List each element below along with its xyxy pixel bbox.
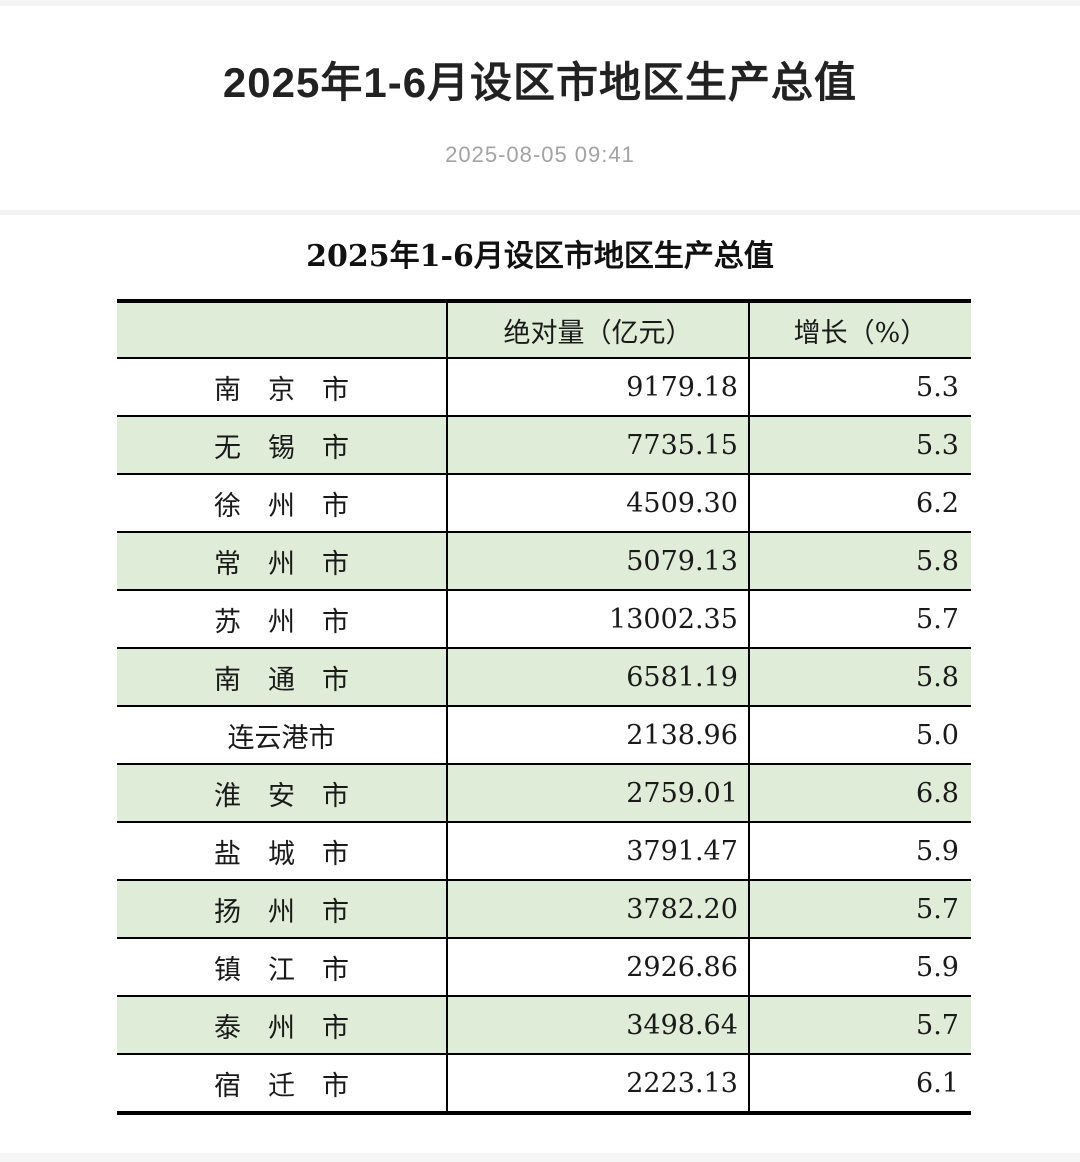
- table-header-row: 绝对量（亿元） 增长（%）: [117, 301, 971, 359]
- city-cell: 苏 州 市: [117, 590, 449, 649]
- table-row: 淮 安 市 2759.01 6.8: [117, 764, 971, 823]
- city-cell: 淮 安 市: [117, 764, 449, 823]
- city-cell: 南 通 市: [117, 648, 449, 707]
- city-cell: 徐 州 市: [117, 474, 449, 533]
- absolute-value-cell: 13002.35: [447, 590, 750, 649]
- growth-cell: 5.3: [916, 371, 959, 403]
- table-row: 扬 州 市 3782.20 5.7: [117, 880, 971, 939]
- absolute-value-cell: 2926.86: [447, 938, 750, 997]
- bottom-strip: [0, 1153, 1080, 1162]
- absolute-value-cell: 3498.64: [447, 996, 750, 1055]
- city-cell: 扬 州 市: [117, 880, 449, 939]
- city-cell: 连云港市: [117, 706, 449, 765]
- growth-cell: 6.8: [916, 777, 959, 809]
- city-cell: 南 京 市: [117, 358, 449, 417]
- growth-cell: 5.7: [916, 893, 959, 925]
- absolute-value-cell: 2223.13: [447, 1054, 750, 1114]
- growth-cell: 5.7: [916, 1009, 959, 1041]
- article-header: 2025年1-6月设区市地区生产总值 2025-08-05 09:41: [0, 6, 1080, 211]
- header-absolute-value: 绝对量（亿元）: [447, 301, 750, 359]
- content: 2025年1-6月设区市地区生产总值 绝对量（亿元） 增长（%） 南 京 市 91…: [0, 215, 1080, 1154]
- table-row: 无 锡 市 7735.15 5.3: [117, 416, 971, 475]
- publish-date: 2025-08-05 09:41: [445, 142, 635, 168]
- city-cell: 镇 江 市: [117, 938, 449, 997]
- absolute-value-cell: 9179.18: [447, 358, 750, 417]
- growth-cell: 6.2: [916, 487, 959, 519]
- city-cell: 宿 迁 市: [117, 1054, 449, 1114]
- city-cell: 无 锡 市: [117, 416, 449, 475]
- table-row: 泰 州 市 3498.64 5.7: [117, 996, 971, 1055]
- absolute-value-cell: 6581.19: [447, 648, 750, 707]
- header-growth: 增长（%）: [793, 317, 928, 349]
- growth-cell: 5.3: [916, 429, 959, 461]
- growth-cell: 5.9: [916, 951, 959, 983]
- table-title: 2025年1-6月设区市地区生产总值: [306, 239, 774, 275]
- table-row: 连云港市 2138.96 5.0: [117, 706, 971, 765]
- page-title: 2025年1-6月设区市地区生产总值: [222, 59, 858, 106]
- growth-cell: 5.9: [916, 835, 959, 867]
- growth-cell: 5.8: [916, 545, 959, 577]
- header-city-column: [117, 301, 449, 359]
- city-cell: 常 州 市: [117, 532, 449, 591]
- top-strip: [0, 0, 1080, 6]
- absolute-value-cell: 7735.15: [447, 416, 750, 475]
- growth-cell: 6.1: [916, 1067, 959, 1099]
- absolute-value-cell: 2759.01: [447, 764, 750, 823]
- table-row: 常 州 市 5079.13 5.8: [117, 532, 971, 591]
- table-row: 镇 江 市 2926.86 5.9: [117, 938, 971, 997]
- growth-cell: 5.7: [916, 603, 959, 635]
- gdp-table: 绝对量（亿元） 增长（%） 南 京 市 9179.18 5.3 无 锡 市 7735.1…: [117, 299, 971, 1116]
- table-body: 南 京 市 9179.18 5.3 无 锡 市 7735.15 5.3 徐 州 市 4509.…: [117, 358, 971, 1114]
- growth-cell: 5.8: [916, 661, 959, 693]
- table-row: 南 通 市 6581.19 5.8: [117, 648, 971, 707]
- table-row: 南 京 市 9179.18 5.3: [117, 358, 971, 417]
- table-row: 苏 州 市 13002.35 5.7: [117, 590, 971, 649]
- table-row: 盐 城 市 3791.47 5.9: [117, 822, 971, 881]
- section-divider: [0, 210, 1080, 216]
- absolute-value-cell: 3791.47: [447, 822, 750, 881]
- growth-cell: 5.0: [916, 719, 959, 751]
- table-row: 徐 州 市 4509.30 6.2: [117, 474, 971, 533]
- absolute-value-cell: 4509.30: [447, 474, 750, 533]
- absolute-value-cell: 5079.13: [447, 532, 750, 591]
- table-row: 宿 迁 市 2223.13 6.1: [117, 1054, 971, 1114]
- absolute-value-cell: 3782.20: [447, 880, 750, 939]
- city-cell: 泰 州 市: [117, 996, 449, 1055]
- absolute-value-cell: 2138.96: [447, 706, 750, 765]
- city-cell: 盐 城 市: [117, 822, 449, 881]
